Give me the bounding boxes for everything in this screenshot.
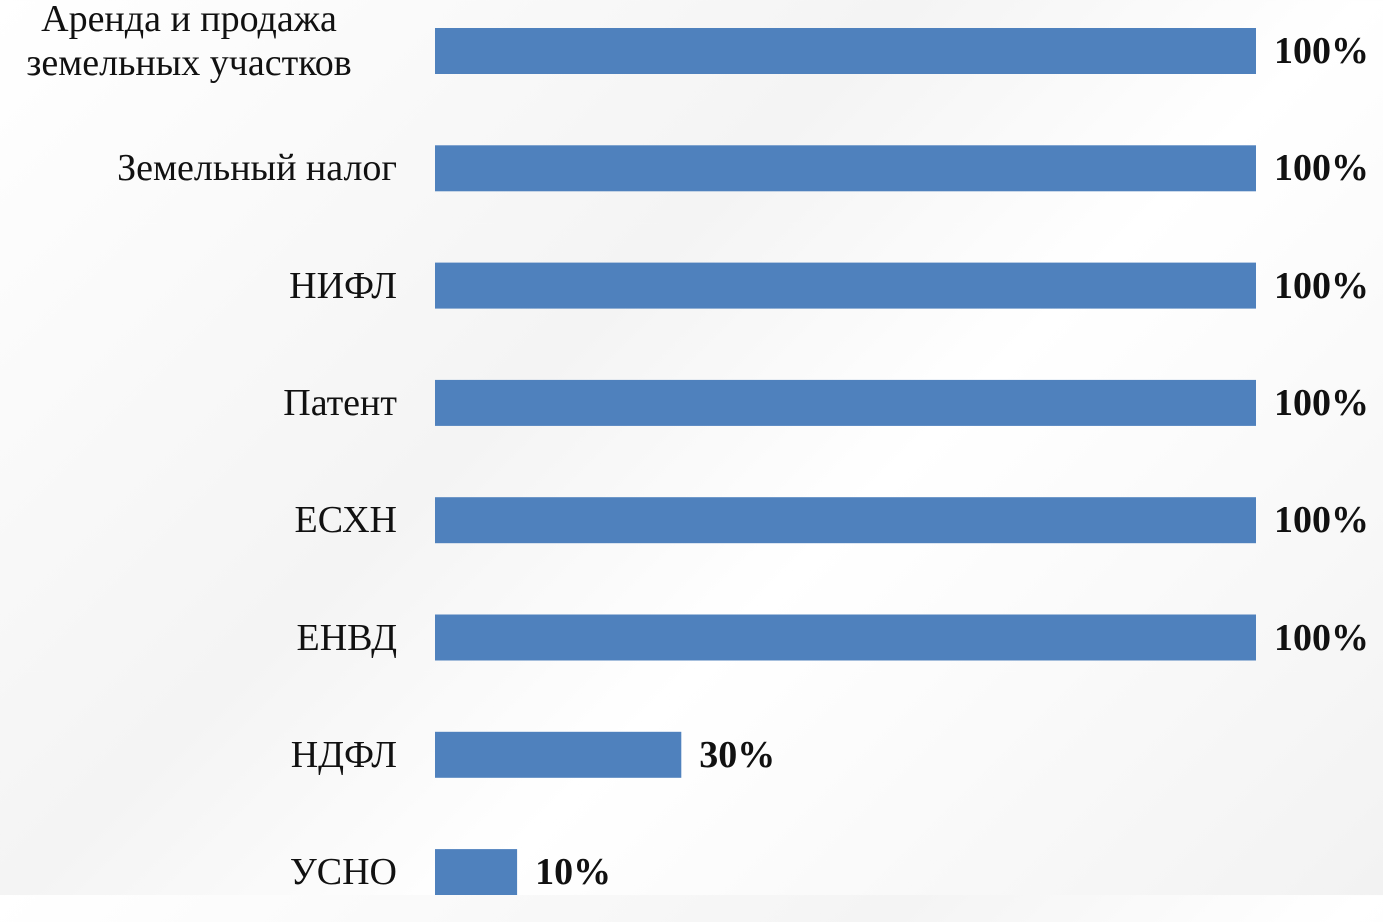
category-label: НДФЛ [291, 705, 397, 805]
category-label-text: Земельный налог [117, 147, 397, 190]
value-label: 100% [1274, 261, 1369, 311]
category-label: Земельный налог [117, 118, 397, 218]
value-label-text: 100% [1274, 499, 1369, 542]
value-label-text: 100% [1274, 30, 1369, 72]
bar [435, 497, 1256, 544]
bar [435, 731, 682, 778]
page: (() => { const data = JSON.parse(documen… [0, 0, 1383, 895]
category-label: УСНО [290, 822, 397, 922]
category-label: Патент [283, 353, 397, 453]
value-label-text: 30% [699, 733, 776, 776]
category-label-text: ЕНВД [296, 616, 397, 659]
category-label-text: Аренда и продажа земельных участков [26, 0, 352, 84]
value-label-text: 10% [535, 851, 612, 894]
bar [435, 262, 1256, 309]
bar [435, 614, 1256, 661]
bar [435, 849, 518, 895]
category-label-text: ЕСХН [294, 499, 397, 542]
value-label: 10% [535, 847, 611, 897]
category-label-text: Патент [283, 381, 397, 424]
value-label-text: 100% [1274, 264, 1369, 307]
category-label: ЕНВД [297, 588, 397, 688]
value-label-text: 100% [1274, 616, 1369, 659]
chart [435, 28, 1256, 895]
bar [435, 28, 1256, 74]
value-label: 100% [1274, 378, 1369, 428]
bar [435, 379, 1256, 426]
category-label-text: УСНО [289, 851, 397, 894]
category-label-text: НДФЛ [290, 733, 397, 776]
category-label: Аренда и продажа земельных участков [0, 0, 378, 91]
category-label: НИФЛ [289, 236, 397, 336]
value-label: 100% [1274, 143, 1369, 193]
value-label-text: 100% [1274, 381, 1369, 424]
value-label-text: 100% [1274, 147, 1369, 190]
category-label-text: НИФЛ [289, 264, 397, 307]
category-label: ЕСХН [295, 470, 397, 570]
value-label: 100% [1274, 495, 1369, 545]
bar [435, 145, 1256, 192]
value-label: 100% [1274, 613, 1369, 663]
value-label: 30% [699, 730, 775, 780]
value-label: 100% [1274, 26, 1369, 76]
